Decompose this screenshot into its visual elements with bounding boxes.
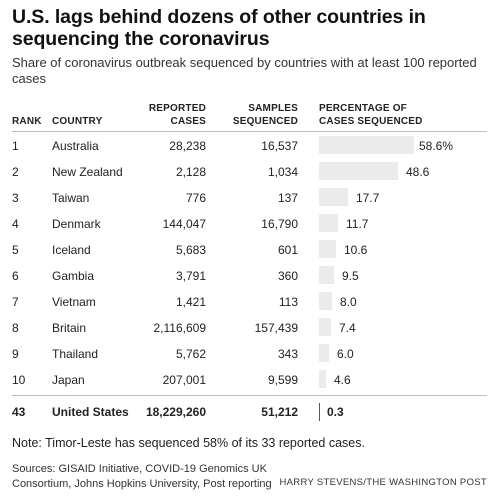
chart-title: U.S. lags behind dozens of other countri… (12, 6, 426, 50)
row-country: Taiwan (52, 191, 90, 205)
header-divider (12, 131, 487, 132)
table-row: 1 Australia 28,238 16,537 58.6% (0, 133, 499, 159)
header-rank: RANK (12, 116, 42, 127)
row-reported-cases: 207,001 (162, 373, 206, 387)
table-row: 6 Gambia 3,791 360 9.5 (0, 263, 499, 289)
table-row: 5 Iceland 5,683 601 10.6 (0, 237, 499, 263)
row-reported-cases: 776 (185, 191, 206, 205)
highlight-samples: 51,212 (261, 405, 298, 419)
pct-bar (319, 370, 326, 388)
row-samples-sequenced: 157,439 (254, 321, 298, 335)
table-row: 4 Denmark 144,047 16,790 11.7 (0, 211, 499, 237)
header-pct-line1: PERCENTAGE OF (319, 103, 407, 114)
highlight-rank: 43 (12, 405, 26, 419)
row-rank: 6 (12, 269, 19, 283)
pct-bar (319, 292, 332, 310)
row-country: Gambia (52, 269, 95, 283)
row-samples-sequenced: 137 (277, 191, 298, 205)
pct-label: 11.7 (346, 217, 369, 231)
pct-label: 8.0 (340, 295, 357, 309)
highlight-bar (319, 403, 320, 421)
header-reported-line2: CASES (170, 116, 206, 127)
row-country: Australia (52, 139, 99, 153)
header-samples-line1: SAMPLES (248, 103, 298, 114)
row-samples-sequenced: 9,599 (267, 373, 298, 387)
pct-bar (319, 136, 414, 154)
row-reported-cases: 28,238 (169, 139, 206, 153)
row-samples-sequenced: 16,537 (261, 139, 298, 153)
pct-label: 58.6% (419, 139, 454, 153)
row-samples-sequenced: 1,034 (267, 165, 298, 179)
pct-label: 48.6 (406, 165, 430, 179)
row-reported-cases: 2,116,609 (153, 321, 207, 335)
table-row: 3 Taiwan 776 137 17.7 (0, 185, 499, 211)
pct-label: 17.7 (356, 191, 380, 205)
row-rank: 3 (12, 191, 19, 205)
table-row: 8 Britain 2,116,609 157,439 7.4 (0, 315, 499, 341)
row-country: Thailand (52, 347, 99, 361)
row-samples-sequenced: 360 (277, 269, 298, 283)
header-reported-cases: REPORTED CASES (149, 102, 206, 128)
pct-bar (319, 318, 331, 336)
row-samples-sequenced: 113 (278, 295, 298, 309)
row-rank: 8 (12, 321, 19, 335)
row-reported-cases: 2,128 (175, 165, 206, 179)
highlight-reported: 18,229,260 (145, 405, 206, 419)
pct-label: 6.0 (337, 347, 354, 361)
row-reported-cases: 5,683 (175, 243, 206, 257)
table-row: 7 Vietnam 1,421 113 8.0 (0, 289, 499, 315)
highlight-pct-label: 0.3 (327, 405, 344, 419)
row-samples-sequenced: 601 (277, 243, 298, 257)
pct-label: 10.6 (344, 243, 368, 257)
header-samples-line2: SEQUENCED (232, 116, 298, 127)
row-rank: 4 (12, 217, 19, 231)
table-row: 2 New Zealand 2,128 1,034 48.6 (0, 159, 499, 185)
table-row: 10 Japan 207,001 9,599 4.6 (0, 367, 499, 393)
row-rank: 2 (12, 165, 19, 179)
row-reported-cases: 144,047 (162, 217, 206, 231)
pct-label: 7.4 (339, 321, 356, 335)
row-country: New Zealand (52, 165, 123, 179)
row-rank: 5 (12, 243, 19, 257)
footer-divider (12, 395, 487, 396)
header-country: COUNTRY (52, 116, 103, 127)
pct-label: 9.5 (342, 269, 359, 283)
row-country: Iceland (52, 243, 91, 257)
row-samples-sequenced: 16,790 (261, 217, 298, 231)
row-country: Japan (52, 373, 85, 387)
row-samples-sequenced: 343 (277, 347, 298, 361)
note: Note: Timor-Leste has sequenced 58% of i… (12, 436, 365, 450)
row-rank: 9 (12, 347, 19, 361)
row-rank: 1 (12, 139, 19, 153)
row-reported-cases: 1,421 (175, 295, 206, 309)
credit: HARRY STEVENS/THE WASHINGTON POST (279, 477, 487, 488)
header-samples-sequenced: SAMPLES SEQUENCED (233, 102, 298, 128)
pct-bar (319, 214, 338, 232)
chart-subtitle: Share of coronavirus outbreak sequenced … (12, 55, 477, 86)
table-row: 9 Thailand 5,762 343 6.0 (0, 341, 499, 367)
highlight-country: United States (52, 405, 129, 419)
header-pct-line2: CASES SEQUENCED (319, 116, 423, 127)
pct-bar (319, 188, 348, 206)
pct-bar (319, 344, 329, 362)
pct-bar (319, 266, 334, 284)
pct-label: 4.6 (334, 373, 351, 387)
row-reported-cases: 5,762 (175, 347, 206, 361)
row-rank: 10 (12, 373, 26, 387)
row-country: Vietnam (52, 295, 96, 309)
header-reported-line1: REPORTED (148, 103, 206, 114)
header-percentage: PERCENTAGE OF CASES SEQUENCED (319, 102, 423, 128)
sources: Sources: GISAID Initiative, COVID-19 Gen… (12, 463, 272, 490)
highlight-row-united-states: 43 United States 18,229,260 51,212 0.3 (0, 397, 499, 427)
row-rank: 7 (12, 295, 19, 309)
row-reported-cases: 3,791 (175, 269, 206, 283)
pct-bar (319, 240, 336, 258)
row-country: Britain (52, 321, 87, 335)
row-country: Denmark (52, 217, 101, 231)
pct-bar (319, 162, 398, 180)
